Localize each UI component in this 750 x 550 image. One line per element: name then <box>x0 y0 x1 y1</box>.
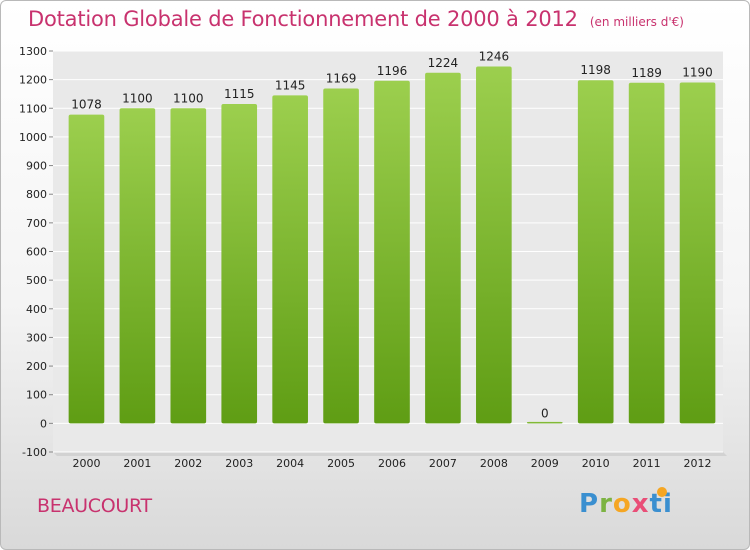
value-label-2011: 1189 <box>631 66 662 80</box>
y-tick-label: 300 <box>26 331 47 344</box>
x-tick-label-2002: 2002 <box>174 457 202 470</box>
x-tick-label-2005: 2005 <box>327 457 355 470</box>
y-tick-label: 500 <box>26 274 47 287</box>
bar-2009[interactable] <box>526 421 563 424</box>
logo-letters-ti: ti <box>649 489 673 519</box>
bar-2012[interactable] <box>679 82 716 424</box>
bar-2004[interactable] <box>272 95 308 424</box>
value-label-2000: 1078 <box>71 98 102 112</box>
logo-letter-p: P <box>579 489 600 519</box>
logo-letter-r: r <box>599 489 613 519</box>
value-label-2005: 1169 <box>326 72 357 86</box>
x-tick-label-2007: 2007 <box>429 457 457 470</box>
value-label-2010: 1198 <box>580 63 611 77</box>
proxiti-logo[interactable]: Proxti <box>579 489 673 519</box>
y-tick-label: 200 <box>26 360 47 373</box>
value-label-2008: 1246 <box>479 49 510 63</box>
x-tick-label-2012: 2012 <box>684 457 712 470</box>
bar-2011[interactable] <box>628 82 665 424</box>
chart-unit-note: (en milliers d'€) <box>589 15 684 29</box>
y-tick-label: 800 <box>26 188 47 201</box>
x-tick-label-2004: 2004 <box>276 457 304 470</box>
value-label-2007: 1224 <box>428 56 459 70</box>
x-tick-label-2006: 2006 <box>378 457 406 470</box>
bar-2005[interactable] <box>323 88 359 424</box>
bar-2001[interactable] <box>119 108 156 424</box>
y-tick-label: 0 <box>40 417 47 430</box>
x-tick-label-2010: 2010 <box>582 457 610 470</box>
value-label-2002: 1100 <box>173 91 204 105</box>
logo-letter-o: o <box>612 489 632 519</box>
logo-dot-icon <box>657 487 667 497</box>
x-tick-label-2008: 2008 <box>480 457 508 470</box>
value-label-2012: 1190 <box>682 66 713 80</box>
bar-2003[interactable] <box>221 103 258 424</box>
y-tick-label: 1100 <box>19 102 47 115</box>
x-tick-label-2001: 2001 <box>123 457 151 470</box>
bar-2010[interactable] <box>577 80 614 424</box>
value-label-2004: 1145 <box>275 78 306 92</box>
x-tick-label-2000: 2000 <box>72 457 100 470</box>
chart-title-text: Dotation Globale de Fonctionnement de 20… <box>28 7 578 31</box>
bar-2007[interactable] <box>425 72 461 424</box>
y-tick-label: 1200 <box>19 74 47 87</box>
x-tick-label-2009: 2009 <box>531 457 559 470</box>
x-tick-label-2011: 2011 <box>633 457 661 470</box>
value-label-2006: 1196 <box>377 64 408 78</box>
bar-2000[interactable] <box>68 114 105 424</box>
value-label-2009: 0 <box>541 406 549 420</box>
bar-2002[interactable] <box>170 108 207 424</box>
value-label-2001: 1100 <box>122 91 153 105</box>
y-tick-label: 100 <box>26 389 47 402</box>
y-tick-label: -100 <box>22 446 47 459</box>
bar-2006[interactable] <box>374 80 410 424</box>
y-tick-label: 700 <box>26 217 47 230</box>
y-tick-label: 1000 <box>19 131 47 144</box>
value-label-2003: 1115 <box>224 87 255 101</box>
y-tick-label: 1300 <box>19 45 47 58</box>
city-name: BEAUCOURT <box>37 495 152 517</box>
bar-2008[interactable] <box>476 66 512 424</box>
logo-letter-x: x <box>631 489 650 519</box>
y-tick-label: 400 <box>26 303 47 316</box>
plot-floor <box>53 452 727 456</box>
chart-title: Dotation Globale de Fonctionnement de 20… <box>28 7 684 31</box>
y-tick-label: 900 <box>26 160 47 173</box>
x-tick-label-2003: 2003 <box>225 457 253 470</box>
y-tick-label: 600 <box>26 246 47 259</box>
